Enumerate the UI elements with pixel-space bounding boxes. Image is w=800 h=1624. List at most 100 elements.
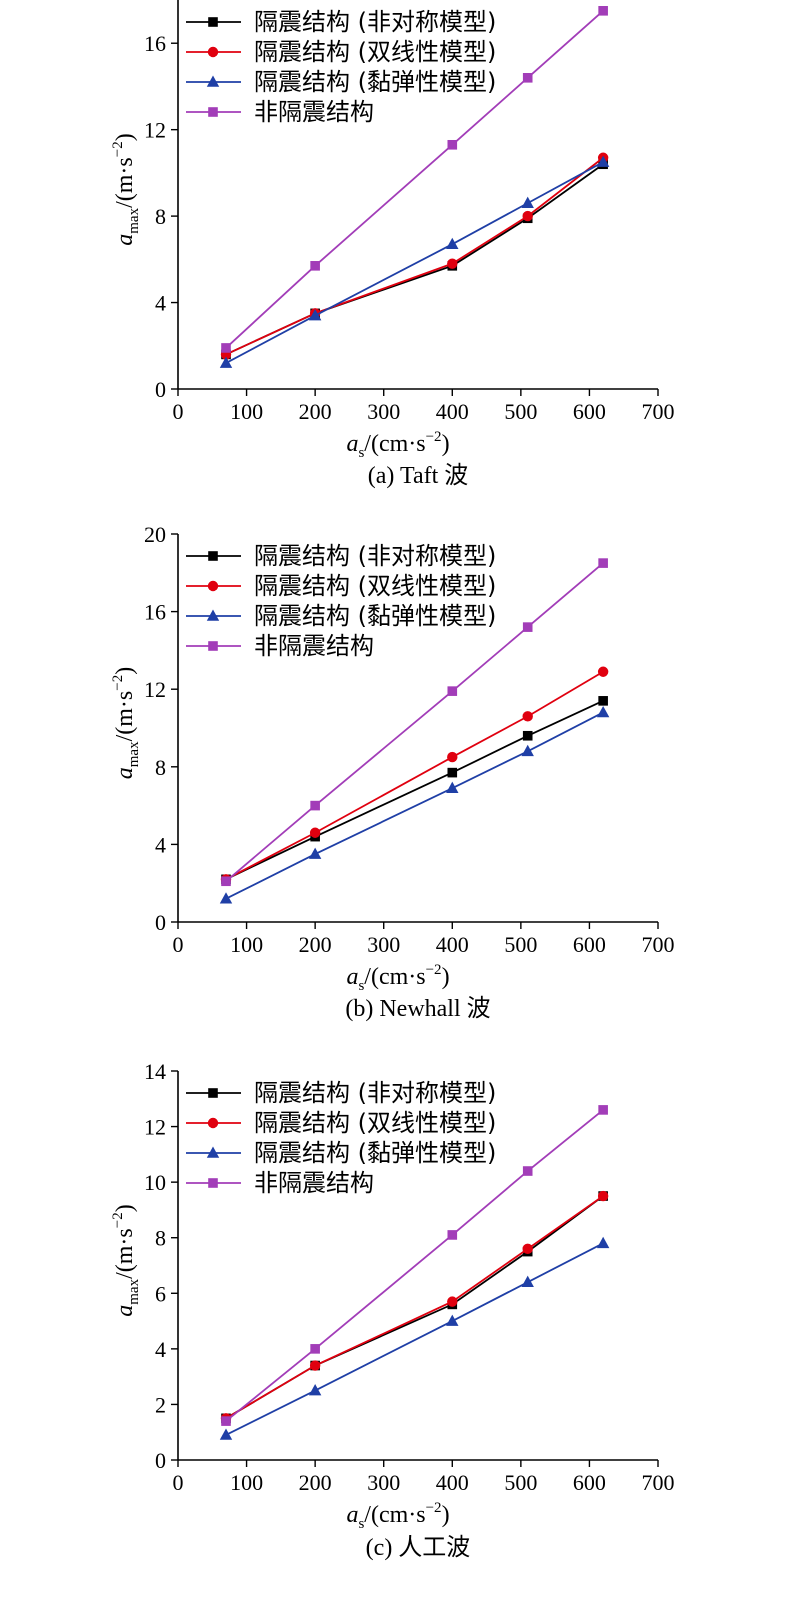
legend-label-3: 隔震结构 (黏弹性模型) <box>254 68 496 96</box>
x-tick-label: 300 <box>367 399 400 424</box>
x-tick-label: 200 <box>299 399 332 424</box>
legend-label-3: 隔震结构 (黏弹性模型) <box>254 1139 496 1167</box>
data-point <box>308 847 322 859</box>
data-point <box>521 744 534 757</box>
chart-panel-3: 0 100 200 300 400 500 600 700 0 2 4 6 8 10 12 14 as/(cm·… <box>110 1059 675 1561</box>
data-point <box>597 666 609 677</box>
legend-label-4: 非隔震结构 <box>254 1169 374 1197</box>
y-tick-label: 4 <box>155 1337 166 1362</box>
series-line-3 <box>225 1242 604 1436</box>
data-point <box>521 1275 534 1287</box>
x-tick-label: 100 <box>230 399 263 424</box>
x-tick-label: 100 <box>230 1470 263 1495</box>
data-point <box>596 155 610 167</box>
data-point <box>598 1105 608 1115</box>
x-tick-label: 600 <box>573 399 606 424</box>
data-point <box>309 1360 321 1371</box>
data-point <box>522 210 533 222</box>
data-point <box>447 139 458 150</box>
data-point <box>309 827 321 838</box>
data-point <box>598 6 608 16</box>
data-point <box>596 1236 610 1249</box>
chart-panel-2: 0 100 200 300 400 500 600 700 0 4 8 12 16 20 as/(cm·s−… <box>110 522 675 1022</box>
legend-marker-1 <box>208 1088 218 1098</box>
data-point <box>522 1166 533 1176</box>
x-axis-label: as/(cm·s−2) <box>346 1500 449 1532</box>
data-point <box>522 622 533 632</box>
x-tick-label: 400 <box>436 399 469 424</box>
legend-marker-1 <box>208 17 218 27</box>
data-point <box>522 1243 533 1255</box>
y-tick-label: 16 <box>144 31 166 56</box>
x-tick-label: 400 <box>436 932 469 957</box>
data-point <box>447 258 458 269</box>
y-tick-label: 12 <box>144 118 166 143</box>
x-tick-label: 200 <box>299 932 332 957</box>
series-line-2 <box>225 1195 604 1420</box>
figure-caption: (b) Newhall 波 <box>345 995 490 1022</box>
data-point <box>522 73 533 83</box>
legend-marker-2 <box>207 46 219 58</box>
data-point <box>598 696 608 706</box>
legend-label-1: 隔震结构 (非对称模型) <box>254 8 496 36</box>
series-line-1 <box>225 700 604 881</box>
x-tick-label: 0 <box>173 399 184 424</box>
x-tick-label: 0 <box>173 932 184 957</box>
data-point <box>447 767 458 778</box>
y-tick-label: 14 <box>144 1059 166 1084</box>
series-line-3 <box>225 161 604 364</box>
x-tick-label: 400 <box>436 1470 469 1495</box>
x-tick-label: 700 <box>642 399 675 424</box>
y-tick-label: 10 <box>144 1170 166 1195</box>
data-point <box>596 705 610 718</box>
legend-label-3: 隔震结构 (黏弹性模型) <box>254 602 496 630</box>
x-tick-label: 500 <box>504 932 537 957</box>
y-tick-label: 8 <box>155 755 166 780</box>
data-point <box>310 261 320 271</box>
series-line-2 <box>225 670 604 881</box>
x-tick-label: 600 <box>573 1470 606 1495</box>
data-point <box>447 751 458 763</box>
data-point <box>219 356 233 368</box>
x-tick-label: 0 <box>173 1470 184 1495</box>
legend-marker-1 <box>208 551 218 561</box>
legend-label-4: 非隔震结构 <box>254 632 374 660</box>
y-tick-label: 4 <box>155 832 166 857</box>
data-point <box>310 1344 320 1354</box>
data-point <box>522 730 533 741</box>
series-line-3 <box>225 711 604 900</box>
legend-marker-4 <box>208 641 218 651</box>
y-tick-label: 0 <box>155 910 166 935</box>
y-axis-label: amax/(m·s−2) <box>110 1204 142 1316</box>
legend-marker-2 <box>207 1117 219 1129</box>
legend-label-1: 隔震结构 (非对称模型) <box>254 542 496 570</box>
x-tick-label: 200 <box>299 1470 332 1495</box>
x-tick-label: 500 <box>504 399 537 424</box>
legend-marker-2 <box>207 580 219 592</box>
series-line-2 <box>225 157 604 356</box>
y-tick-label: 4 <box>155 291 166 316</box>
data-point <box>446 781 459 793</box>
y-tick-label: 20 <box>144 522 166 547</box>
figure-caption: (a) Taft 波 <box>368 462 469 489</box>
data-point <box>598 558 608 568</box>
data-point <box>447 1296 458 1307</box>
data-point <box>310 800 320 811</box>
x-axis-label: as/(cm·s−2) <box>346 962 449 994</box>
data-point <box>447 686 458 696</box>
legend-label-2: 隔震结构 (双线性模型) <box>254 572 496 600</box>
y-tick-label: 8 <box>155 204 166 229</box>
data-point <box>221 1416 231 1426</box>
x-tick-label: 300 <box>367 1470 400 1495</box>
x-tick-label: 100 <box>230 932 263 957</box>
data-point <box>522 711 533 722</box>
legend-label-2: 隔震结构 (双线性模型) <box>254 1109 496 1137</box>
chart-panel-1: 0 100 200 300 400 500 600 700 0 4 8 12 16 as/(cm·s−2)… <box>110 0 675 489</box>
data-point <box>446 237 459 250</box>
y-tick-label: 6 <box>155 1281 166 1306</box>
y-tick-label: 12 <box>144 677 166 702</box>
y-axis-label: amax/(m·s−2) <box>110 667 142 779</box>
data-point <box>521 196 534 208</box>
legend-label-4: 非隔震结构 <box>254 98 374 126</box>
data-point <box>219 1428 233 1440</box>
